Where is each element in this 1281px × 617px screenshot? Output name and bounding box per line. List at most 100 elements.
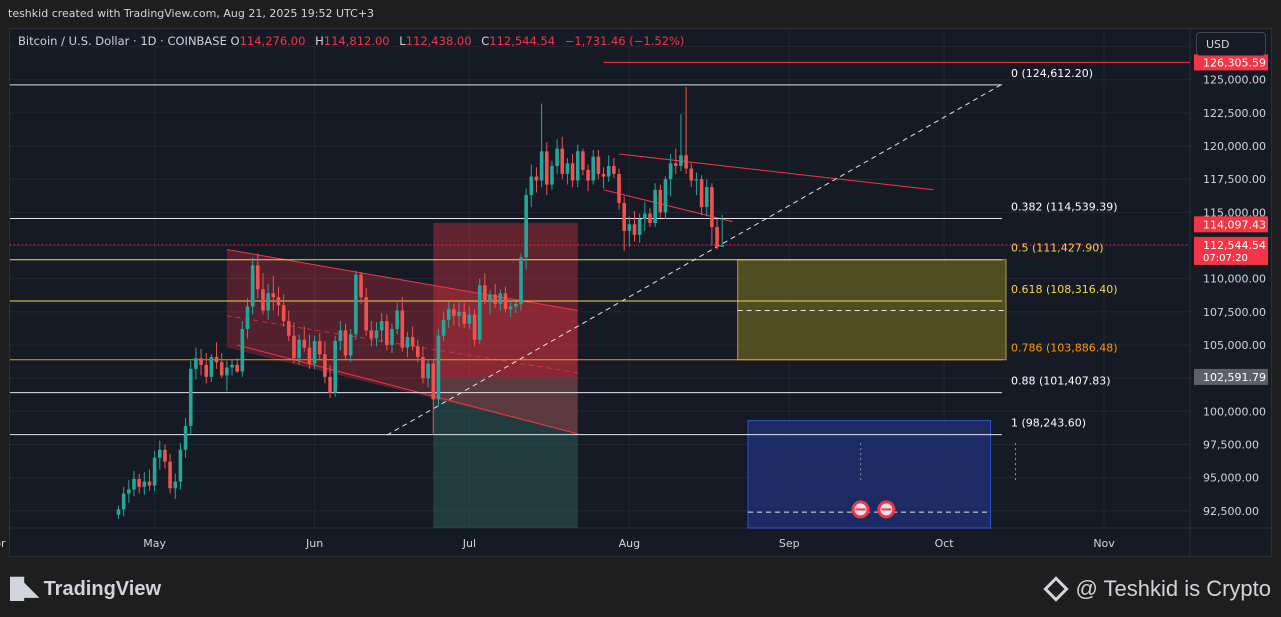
candle-body bbox=[379, 321, 384, 331]
candle-body bbox=[127, 489, 131, 494]
candle-body bbox=[452, 309, 456, 316]
candle-body bbox=[183, 425, 188, 450]
candle-body bbox=[152, 457, 157, 486]
candle-body bbox=[555, 148, 559, 166]
candle-body bbox=[297, 339, 301, 359]
candle-body bbox=[369, 330, 374, 339]
price-axis-tick: 122,500.00 bbox=[1203, 107, 1266, 120]
candle-body bbox=[519, 257, 523, 304]
candle-body bbox=[333, 340, 338, 393]
candle-body bbox=[617, 173, 621, 204]
candle-body bbox=[441, 319, 446, 336]
candle-body bbox=[565, 163, 570, 174]
candle-body bbox=[627, 224, 632, 231]
price-axis-tick: 107,500.00 bbox=[1203, 306, 1266, 319]
candle-body bbox=[317, 340, 322, 355]
candle-body bbox=[307, 347, 312, 364]
candle-body bbox=[338, 330, 343, 341]
trend-line bbox=[386, 84, 1002, 436]
candle-body bbox=[245, 306, 250, 330]
candle-body bbox=[689, 168, 694, 181]
candle-body bbox=[550, 165, 554, 185]
created-by-text: teshkid created with TradingView.com, Au… bbox=[8, 7, 375, 20]
us-flag-stripe bbox=[881, 508, 892, 511]
candle-body bbox=[544, 151, 549, 185]
candle-body bbox=[472, 314, 477, 340]
candle-body bbox=[493, 294, 497, 304]
candle-body bbox=[421, 356, 425, 379]
candle-body bbox=[503, 293, 508, 310]
fib-level-label: 0.618 (108,316.40) bbox=[1011, 283, 1118, 296]
tradingview-logo[interactable]: █◣ TradingView bbox=[10, 576, 161, 601]
candle-body bbox=[157, 449, 162, 458]
candle-body bbox=[147, 481, 152, 486]
candle-body bbox=[575, 151, 580, 181]
price-axis-tick: 117,500.00 bbox=[1203, 173, 1266, 186]
candle-body bbox=[462, 311, 467, 324]
candle-body bbox=[235, 364, 239, 372]
fib-level-label: 0.88 (101,407.83) bbox=[1011, 375, 1111, 388]
price-label-box bbox=[1194, 54, 1268, 71]
candle-body bbox=[426, 363, 430, 379]
candle-body bbox=[230, 364, 234, 368]
time-axis-tick: Sep bbox=[779, 537, 800, 550]
price-axis-tick: 97,500.00 bbox=[1203, 438, 1259, 451]
candle-body bbox=[405, 337, 410, 348]
candle-body bbox=[704, 187, 709, 208]
price-axis-tick: 95,000.00 bbox=[1203, 472, 1259, 485]
candle-body bbox=[457, 311, 461, 316]
price-axis-tick: 110,000.00 bbox=[1203, 273, 1266, 286]
candle-body bbox=[539, 151, 544, 181]
candle-body bbox=[281, 305, 286, 322]
candle-body bbox=[508, 306, 513, 310]
price-axis-tick: 120,000.00 bbox=[1203, 140, 1266, 153]
candle-body bbox=[715, 226, 719, 247]
chart-pane[interactable] bbox=[9, 28, 1272, 557]
flag-upper-line bbox=[618, 153, 934, 191]
fib-level-label: 0.5 (111,427.90) bbox=[1011, 242, 1104, 255]
candle-body bbox=[710, 187, 714, 227]
candle-body bbox=[643, 213, 647, 219]
candle-body bbox=[188, 368, 193, 426]
candle-body bbox=[596, 156, 601, 174]
candle-body bbox=[653, 189, 657, 223]
us-flag-stripe bbox=[855, 508, 866, 511]
candle-body bbox=[261, 289, 265, 311]
candle-body bbox=[395, 310, 399, 330]
price-label-text: 112,544.54 bbox=[1203, 239, 1266, 252]
candle-body bbox=[214, 356, 219, 363]
buy-zone-box bbox=[737, 259, 1007, 361]
candle-body bbox=[121, 493, 126, 510]
ohlc-open-label: O bbox=[230, 34, 240, 48]
attribution: @ Teshkid is Crypto bbox=[1043, 576, 1271, 602]
candle-body bbox=[673, 163, 678, 166]
attribution-text: @ Teshkid is Crypto bbox=[1075, 576, 1271, 601]
price-label-box bbox=[1194, 368, 1268, 385]
candle-body bbox=[354, 274, 358, 335]
candle-body bbox=[256, 265, 260, 290]
price-label-text: 102,591.79 bbox=[1203, 371, 1266, 384]
time-axis-tick: Jul bbox=[462, 537, 476, 550]
candle-body bbox=[225, 367, 229, 376]
price-label-box bbox=[1194, 236, 1268, 265]
candle-body bbox=[385, 321, 389, 345]
candle-body bbox=[415, 346, 420, 357]
ohlc-close-value: 112,544.54 bbox=[489, 34, 556, 48]
candle-body bbox=[529, 176, 534, 196]
candle-body bbox=[534, 176, 539, 181]
ohlc-high-value: 114,812.00 bbox=[323, 34, 390, 48]
candle-body bbox=[292, 335, 296, 359]
currency-button[interactable]: USD bbox=[1196, 32, 1266, 56]
candle-body bbox=[622, 203, 626, 231]
fib-level-label: 0.786 (103,886.48) bbox=[1011, 342, 1118, 355]
candle-body bbox=[679, 155, 683, 166]
candle-body bbox=[431, 363, 436, 400]
candle-body bbox=[312, 340, 317, 364]
candle-body bbox=[276, 297, 281, 306]
candle-body bbox=[209, 356, 214, 377]
candle-body bbox=[699, 179, 704, 208]
candle-body bbox=[570, 163, 575, 181]
candle-body bbox=[668, 163, 673, 180]
time-axis-tick: Jun bbox=[305, 537, 323, 550]
